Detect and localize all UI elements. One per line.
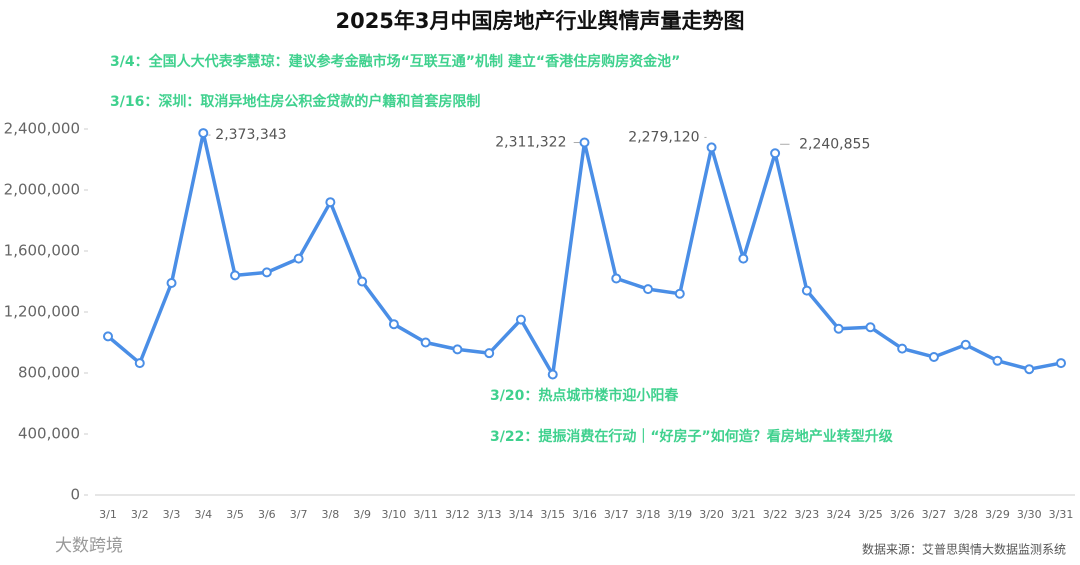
y-tick-label: 0 — [70, 486, 80, 504]
point — [928, 351, 939, 362]
x-tick-label: 3/1 — [99, 508, 117, 521]
x-tick-label: 3/17 — [604, 508, 629, 521]
point — [1024, 364, 1035, 375]
point — [611, 273, 622, 284]
point — [166, 278, 177, 289]
x-tick-label: 3/4 — [194, 508, 212, 521]
x-tick-label: 3/11 — [413, 508, 438, 521]
point — [706, 142, 717, 153]
x-tick-label: 3/16 — [572, 508, 597, 521]
x-tick-label: 3/6 — [258, 508, 276, 521]
x-tick-label: 3/3 — [163, 508, 181, 521]
point — [960, 339, 971, 350]
point — [198, 128, 209, 139]
x-tick-label: 3/2 — [131, 508, 149, 521]
point — [515, 314, 526, 325]
point — [484, 348, 495, 359]
x-tick-label: 3/12 — [445, 508, 470, 521]
point — [293, 253, 304, 264]
x-tick-label: 3/8 — [322, 508, 340, 521]
point — [547, 369, 558, 380]
point — [992, 355, 1003, 366]
point — [738, 253, 749, 264]
y-tick-label: 2,000,000 — [4, 181, 80, 199]
value-label: 2,279,120 — [628, 129, 699, 145]
x-tick-label: 3/25 — [858, 508, 883, 521]
point — [452, 344, 463, 355]
x-tick-label: 3/18 — [636, 508, 661, 521]
x-tick-label: 3/14 — [509, 508, 534, 521]
x-tick-label: 3/20 — [699, 508, 724, 521]
line — [106, 131, 1062, 377]
x-tick-label: 3/23 — [795, 508, 820, 521]
point — [230, 270, 241, 281]
value-label: 2,373,343 — [215, 127, 286, 143]
x-tick-label: 3/29 — [985, 508, 1010, 521]
chart-title: 2025年3月中国房地产行业舆情声量走势图 — [335, 9, 744, 33]
point — [801, 285, 812, 296]
x-tick-label: 3/27 — [922, 508, 947, 521]
x-tick-label: 3/10 — [382, 508, 407, 521]
point — [420, 337, 431, 348]
x-tick-label: 3/9 — [353, 508, 371, 521]
x-tick-label: 3/13 — [477, 508, 502, 521]
annotation: 3/16：深圳：取消异地住房公积金贷款的户籍和首套房限制 — [110, 93, 480, 110]
point — [103, 331, 113, 342]
point — [865, 322, 876, 333]
annotation: 3/22：提振消费在行动｜“好房子”如何造？看房地产业转型升级 — [490, 428, 894, 445]
point — [388, 319, 399, 330]
point — [579, 137, 590, 148]
x-tick-label: 3/30 — [1017, 508, 1042, 521]
x-tick-label: 3/21 — [731, 508, 756, 521]
y-tick-label: 800,000 — [18, 364, 80, 382]
point — [770, 148, 781, 159]
source: 数据来源：艾普思舆情大数据监测系统 — [862, 542, 1066, 557]
y-tick-label: 400,000 — [18, 425, 80, 443]
x-tick-label: 3/31 — [1049, 508, 1074, 521]
point — [897, 343, 908, 354]
x-tick-label: 3/24 — [826, 508, 851, 521]
x-tick-label: 3/7 — [290, 508, 308, 521]
point — [674, 288, 685, 299]
point — [1056, 358, 1066, 369]
point — [643, 284, 654, 295]
value-label: 2,240,855 — [799, 136, 870, 152]
point — [833, 323, 844, 334]
annotation: 3/20：热点城市楼市迎小阳春 — [490, 387, 679, 404]
point — [134, 358, 145, 369]
y-tick-label: 1,600,000 — [4, 242, 80, 260]
point — [357, 276, 368, 287]
y-tick-label: 1,200,000 — [4, 303, 80, 321]
watermark: 大数跨境 — [55, 536, 123, 556]
x-tick-label: 3/26 — [890, 508, 915, 521]
annotation: 3/4：全国人大代表李慧琼：建议参考金融市场“互联互通”机制 建立“香港住房购房… — [110, 53, 680, 70]
x-tick-label: 3/5 — [226, 508, 244, 521]
point — [325, 197, 336, 208]
x-tick-label: 3/22 — [763, 508, 788, 521]
value-label: 2,311,322 — [495, 135, 566, 151]
x-tick-label: 3/28 — [953, 508, 978, 521]
x-tick-label: 3/15 — [540, 508, 565, 521]
y-tick-label: 2,400,000 — [4, 120, 80, 138]
x-tick-label: 3/19 — [667, 508, 692, 521]
point — [261, 267, 272, 278]
